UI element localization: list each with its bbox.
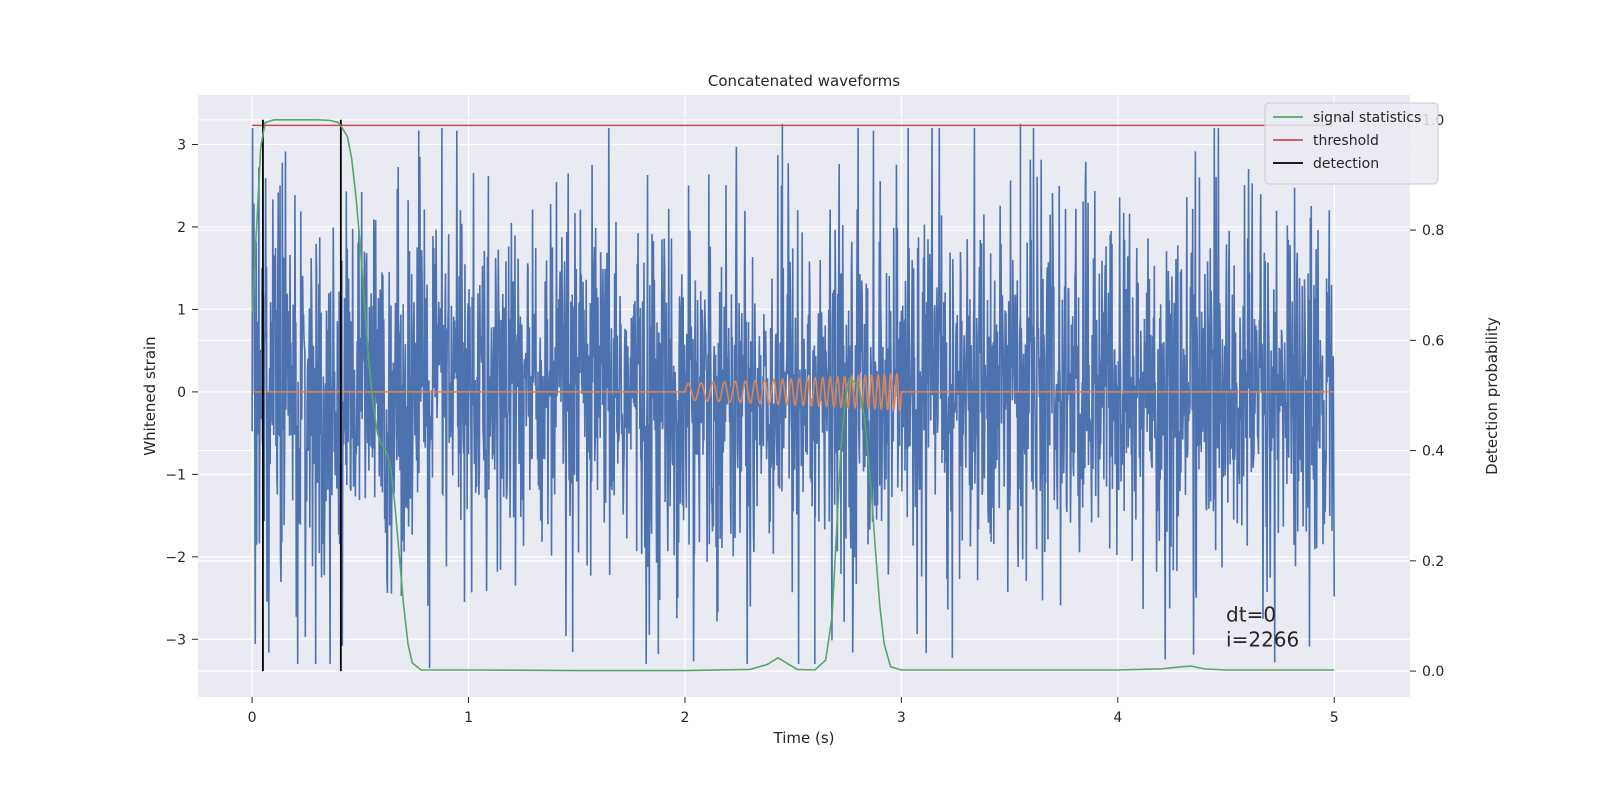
data-layer <box>251 119 1336 672</box>
legend: signal statistics threshold detection <box>1264 102 1439 185</box>
y-tick-label: −2 <box>165 550 186 566</box>
x-tick-label: 0 <box>248 710 257 726</box>
series-signal-statistics <box>251 119 1335 672</box>
y2-tick-label: 0.2 <box>1422 554 1444 570</box>
annotation-dt: dt=0 <box>1226 603 1276 627</box>
legend-label: threshold <box>1313 133 1379 149</box>
y-tick-label: 0 <box>177 385 186 401</box>
annotations: dt=0 i=2266 <box>1226 603 1299 652</box>
legend-box <box>1264 102 1439 185</box>
series-strain <box>251 127 1336 665</box>
x-tick-label: 4 <box>1113 710 1122 726</box>
y-axis-label: Whitened strain <box>141 336 159 455</box>
x-tick-label: 1 <box>464 710 473 726</box>
y2-axis-label: Detection probability <box>1483 317 1501 475</box>
series-template <box>252 372 1335 412</box>
y-tick-label: −3 <box>165 632 186 648</box>
annotation-i: i=2266 <box>1226 627 1299 651</box>
x-tick-label: 2 <box>681 710 690 726</box>
legend-label: signal statistics <box>1313 110 1421 126</box>
x-axis-label: Time (s) <box>773 729 835 747</box>
y-tick-label: 2 <box>177 220 186 236</box>
x-tick-label: 5 <box>1330 710 1339 726</box>
y2-tick-label: 0.0 <box>1422 664 1444 680</box>
y-tick-label: 1 <box>177 302 186 318</box>
y2-tick-label: 0.8 <box>1422 223 1444 239</box>
y-tick-label: 3 <box>177 137 186 153</box>
y2-tick-label: 0.6 <box>1422 333 1444 349</box>
x-tick-label: 3 <box>897 710 906 726</box>
chart-title: Concatenated waveforms <box>708 72 900 90</box>
series-strain-peaks <box>417 123 1022 669</box>
legend-label: detection <box>1313 156 1379 172</box>
y2-tick-label: 0.4 <box>1422 444 1444 460</box>
y-tick-label: −1 <box>165 467 186 483</box>
